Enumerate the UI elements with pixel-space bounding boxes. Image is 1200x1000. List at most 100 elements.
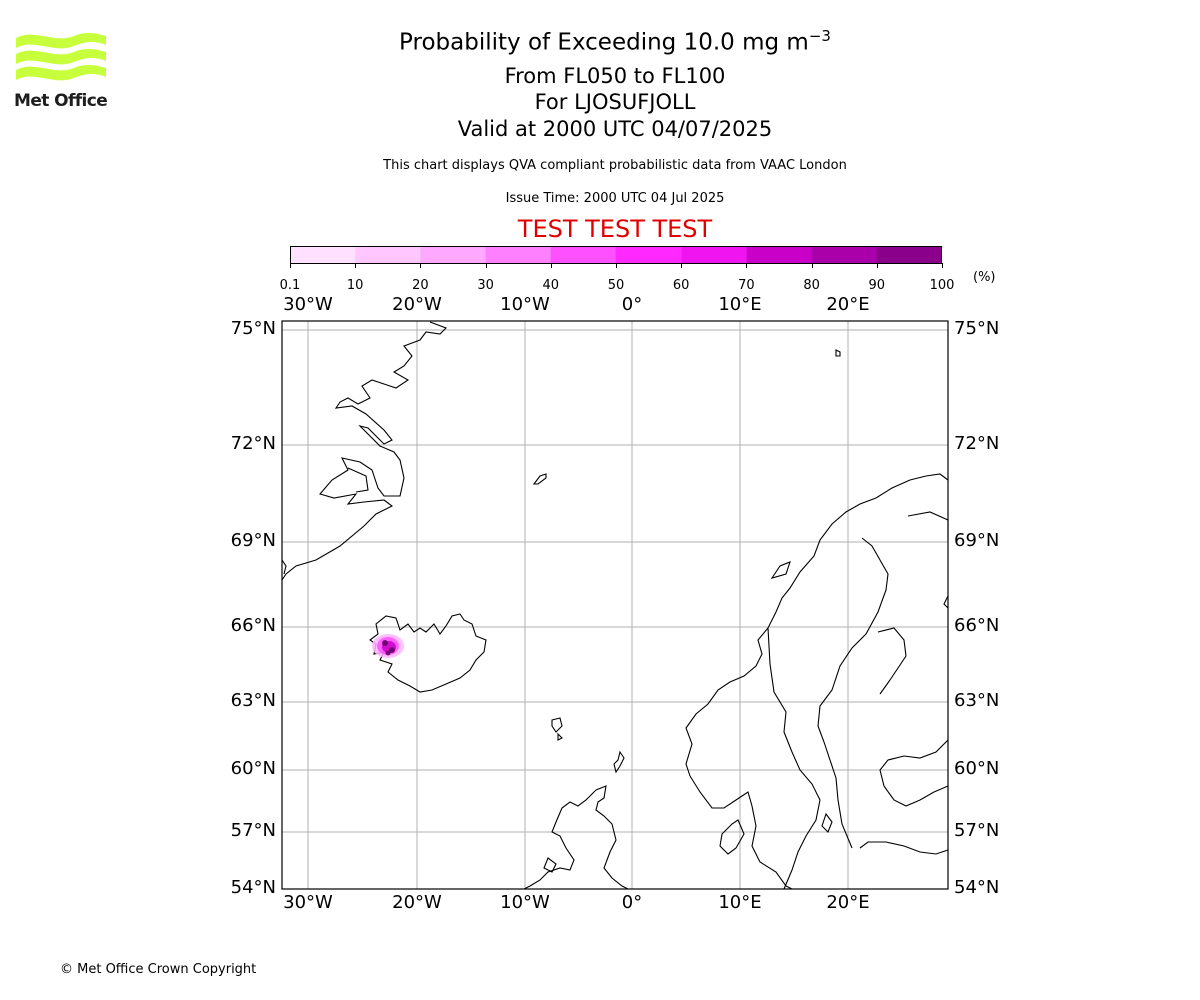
longitude-label: 10°W xyxy=(500,892,550,913)
latitude-label: 69°N xyxy=(230,530,276,551)
volcano-name: For LJOSUFJOLL xyxy=(534,90,696,114)
coastline xyxy=(767,627,821,890)
latitude-label: 63°N xyxy=(230,690,276,711)
latitude-label: 75°N xyxy=(230,318,276,339)
coastline xyxy=(369,613,487,693)
plume-cell xyxy=(385,650,391,656)
coastline xyxy=(543,857,557,873)
colorbar-segment xyxy=(616,247,682,263)
latitude-label: 57°N xyxy=(954,820,1000,841)
colorbar-tick-mark xyxy=(355,263,357,268)
colorbar-tick-label: 50 xyxy=(607,278,625,293)
colorbar-segment xyxy=(291,247,357,263)
colorbar-tick-mark xyxy=(485,263,487,268)
latitude-label: 54°N xyxy=(230,877,276,898)
colorbar-tick-mark xyxy=(942,263,943,268)
latitude-label: 60°N xyxy=(230,758,276,779)
ash-probability-plume xyxy=(372,634,404,658)
colorbar-unit: (%) xyxy=(973,270,996,285)
plume-cell xyxy=(389,647,395,653)
colorbar-tick-mark xyxy=(550,263,552,268)
longitude-label: 20°E xyxy=(826,892,870,913)
latitude-label: 60°N xyxy=(954,758,1000,779)
latitude-label: 69°N xyxy=(954,530,1000,551)
colorbar-segment xyxy=(486,247,552,263)
longitude-label: 30°W xyxy=(283,294,333,315)
coastline xyxy=(685,473,949,777)
plume-cell xyxy=(382,640,388,646)
logo-text: Met Office xyxy=(14,91,108,111)
colorbar-tick-mark xyxy=(876,263,878,268)
longitude-label: 10°E xyxy=(718,294,762,315)
longitude-label: 0° xyxy=(621,892,643,913)
chart-title: Probability of Exceeding 10.0 mg m−3 xyxy=(0,27,1200,56)
valid-time: Valid at 2000 UTC 04/07/2025 xyxy=(457,117,773,141)
map-frame xyxy=(281,320,949,890)
latitude-label: 66°N xyxy=(954,615,1000,636)
colorbar-tick-label: 20 xyxy=(412,278,429,293)
coastline xyxy=(557,732,563,741)
colorbar-tick-label: 40 xyxy=(542,278,560,293)
colorbar-segment xyxy=(681,247,747,263)
coastlines xyxy=(281,321,949,890)
title-main: Probability of Exceeding 10.0 mg m xyxy=(399,29,809,56)
coastline xyxy=(551,717,563,733)
latitude-label: 72°N xyxy=(954,433,1000,454)
latitude-label: 66°N xyxy=(230,615,276,636)
flight-level-range: From FL050 to FL100 xyxy=(504,64,726,88)
issue-time: Issue Time: 2000 UTC 04 Jul 2025 xyxy=(505,191,725,206)
colorbar-tick-label: 80 xyxy=(803,278,820,293)
colorbar-tick-mark xyxy=(746,263,748,268)
colorbar-segment xyxy=(356,247,422,263)
copyright-notice: © Met Office Crown Copyright xyxy=(60,962,257,977)
coastline xyxy=(879,739,949,787)
colorbar-tick-label: 0.1 xyxy=(279,278,301,293)
colorbar-segment xyxy=(811,247,877,263)
colorbar-tick-mark xyxy=(616,263,617,268)
colorbar-segment xyxy=(876,247,941,263)
logo-waves-icon xyxy=(16,32,106,81)
colorbar-tick-label: 10 xyxy=(346,278,364,293)
coastline xyxy=(817,537,889,849)
coastline xyxy=(883,785,949,807)
longitude-label: 20°E xyxy=(826,294,870,315)
colorbar-tick-label: 60 xyxy=(672,278,690,293)
coastline xyxy=(281,321,447,581)
coastline xyxy=(719,819,745,855)
coastline xyxy=(281,559,287,575)
latitude-label: 75°N xyxy=(954,318,1000,339)
longitude-label: 20°W xyxy=(392,294,442,315)
chart-subtitle: This chart displays QVA compliant probab… xyxy=(383,158,847,173)
latitude-label: 63°N xyxy=(954,690,1000,711)
coastline xyxy=(689,775,793,890)
latitude-label: 54°N xyxy=(954,877,1000,898)
colorbar-tick-label: 90 xyxy=(868,278,886,293)
coastline xyxy=(770,561,791,579)
coastline xyxy=(523,789,597,890)
longitude-label: 30°W xyxy=(283,892,333,913)
colorbar-tick-mark xyxy=(681,263,683,268)
coastline xyxy=(595,785,629,890)
coastline xyxy=(943,595,949,609)
colorbar-tick-mark xyxy=(290,263,291,268)
colorbar-tick-label: 100 xyxy=(929,278,955,293)
longitude-label: 10°E xyxy=(718,892,762,913)
coastline xyxy=(835,349,841,357)
coastline xyxy=(877,627,907,695)
test-banner: TEST TEST TEST xyxy=(517,215,713,243)
coastline xyxy=(859,841,949,855)
colorbar-tick-label: 30 xyxy=(477,278,494,293)
longitude-label: 10°W xyxy=(500,294,550,315)
colorbar-segment xyxy=(746,247,812,263)
met-office-logo-icon xyxy=(16,32,106,81)
longitude-label: 20°W xyxy=(392,892,442,913)
colorbar-tick-label: 70 xyxy=(738,278,755,293)
coastline xyxy=(821,812,833,833)
map-gridlines xyxy=(282,321,948,890)
coastline xyxy=(907,511,949,540)
coastline xyxy=(347,467,369,493)
longitude-label: 0° xyxy=(621,294,643,315)
title-exponent: −3 xyxy=(808,27,831,45)
coastline xyxy=(613,750,625,774)
